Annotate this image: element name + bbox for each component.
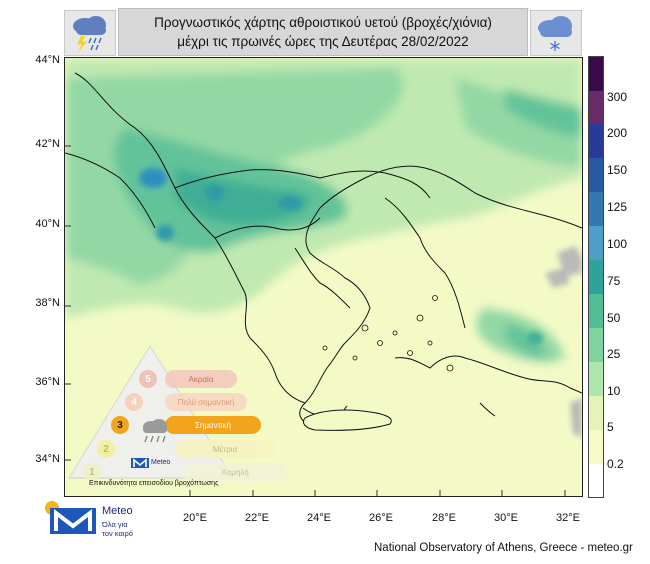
lon-label-32: 32°E [556,512,580,524]
meteo-logo-name: Meteo [102,505,133,517]
danger-label-2: Μέτρια [175,440,275,458]
precipitation-legend [588,56,604,498]
legend-value-100: 100 [607,237,628,251]
legend-swatch-50 [589,294,603,328]
rain-cloud-icon [137,416,173,446]
danger-number-2: 2 [97,440,115,458]
meteo-logo [42,500,98,536]
danger-label-5: Ακραία [165,370,237,388]
footer-credit: National Observatory of Athens, Greece -… [374,542,633,554]
danger-number-3: 3 [111,416,129,434]
danger-number-5: 5 [139,370,157,388]
legend-value-0-2: 0.2 [607,457,624,471]
danger-scale-caption: Επικινδυνότητα επεισοδίου βροχόπτωσης [89,480,219,487]
danger-label-3-text: Σημαντική [194,420,231,430]
legend-swatch-75 [589,260,603,294]
meteo-logo-tagline: Όλα για τον καιρό [102,520,133,538]
meteo-m-small-icon [131,458,149,468]
lon-label-24: 24°E [307,512,331,524]
meteo-logo-icon [45,501,96,534]
danger-label-1-text: Χαμηλή [221,467,249,477]
map-title: Προγνωστικός χάρτης αθροιστικού υετού (β… [118,8,528,56]
danger-label-5-text: Ακραία [188,374,214,384]
legend-swatch-10 [589,362,603,396]
legend-swatch-25 [589,328,603,362]
legend-value-75: 75 [607,274,621,288]
legend-value-10: 10 [607,384,621,398]
pyramid-meteo-text: Meteo [151,458,171,466]
legend-swatch-5 [589,396,603,430]
legend-value-25: 25 [607,347,621,361]
lon-label-28: 28°E [432,512,456,524]
danger-label-4: Πολύ σημαντική [165,393,247,411]
danger-number-4: 4 [125,393,143,411]
lat-label-38: 38°N [35,297,60,309]
legend-swatch-200 [589,124,603,158]
legend-value-5: 5 [607,420,614,434]
danger-label-1: Χαμηλή [183,463,287,481]
title-line-2: μέχρι τις πρωινές ώρες της Δευτέρας 28/0… [177,34,469,49]
lat-label-40: 40°N [35,218,60,230]
legend-swatch-below [589,464,603,497]
legend-value-50: 50 [607,311,621,325]
legend-value-300: 300 [607,90,628,104]
danger-scale-panel: Ακραία 5 Πολύ σημαντική 4 Σημαντική 3 Μέ… [65,340,295,495]
lon-label-22: 22°E [245,512,269,524]
legend-value-125: 125 [607,200,628,214]
legend-swatch-0-2 [589,430,603,464]
lon-label-30: 30°E [494,512,518,524]
legend-value-200: 200 [607,126,628,140]
lon-label-20: 20°E [183,512,207,524]
danger-label-2-text: Μέτρια [212,444,238,454]
snow-cloud-icon [530,10,582,56]
legend-swatch-150 [589,158,603,192]
lat-label-42: 42°N [35,138,60,150]
precipitation-map-canvas [65,58,582,496]
lat-label-44: 44°N [35,54,60,66]
danger-label-3: Σημαντική [165,416,261,434]
lon-label-26: 26°E [369,512,393,524]
precipitation-map: Ακραία 5 Πολύ σημαντική 4 Σημαντική 3 Μέ… [64,57,583,497]
legend-value-150: 150 [607,163,628,177]
legend-swatch-125 [589,192,603,226]
legend-swatch-300 [589,91,603,124]
lat-label-36: 36°N [35,376,60,388]
title-line-1: Προγνωστικός χάρτης αθροιστικού υετού (β… [154,15,492,30]
legend-swatch-100 [589,226,603,260]
danger-number-1: 1 [83,463,101,481]
danger-label-4-text: Πολύ σημαντική [177,397,235,407]
legend-swatch-over-300 [589,57,603,91]
thunderstorm-cloud-icon [64,10,116,56]
pyramid-meteo-logo: Meteo [131,454,181,470]
lat-label-34: 34°N [35,453,60,465]
